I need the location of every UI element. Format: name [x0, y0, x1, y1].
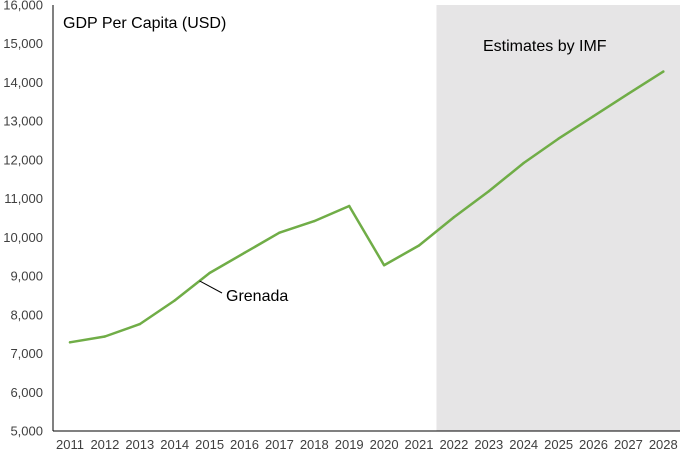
- data-point: [68, 341, 72, 344]
- x-tick-label: 2012: [90, 437, 119, 452]
- data-point: [313, 219, 316, 223]
- y-tick-label: 5,000: [10, 424, 43, 439]
- series-label: Grenada: [226, 288, 288, 305]
- estimate-region: [436, 5, 680, 431]
- chart-title: GDP Per Capita (USD): [63, 15, 226, 32]
- data-point: [487, 190, 490, 193]
- x-tick-label: 2021: [405, 437, 434, 452]
- y-tick-label: 7,000: [10, 346, 43, 361]
- y-tick-label: 14,000: [3, 75, 43, 90]
- x-tick-label: 2023: [474, 437, 503, 452]
- x-tick-label: 2018: [300, 437, 329, 452]
- y-tick-label: 11,000: [4, 191, 43, 206]
- data-point: [278, 231, 281, 234]
- data-point: [452, 216, 456, 219]
- data-point: [592, 114, 595, 118]
- series-label-leader: [199, 280, 223, 294]
- data-point: [522, 161, 525, 165]
- y-tick-label: 13,000: [3, 114, 43, 129]
- x-tick-label: 2011: [56, 437, 84, 452]
- x-tick-label: 2024: [509, 437, 538, 452]
- x-tick-label: 2019: [335, 437, 364, 452]
- data-point: [627, 92, 630, 95]
- x-tick-label: 2028: [649, 437, 678, 452]
- data-point: [103, 335, 107, 338]
- x-tick-label: 2016: [230, 437, 259, 452]
- x-tick-label: 2014: [160, 437, 189, 452]
- data-point: [208, 271, 211, 275]
- data-point: [173, 299, 176, 302]
- series-points: [68, 70, 665, 344]
- x-tick-label: 2013: [125, 437, 154, 452]
- data-point: [243, 251, 246, 255]
- x-tick-label: 2017: [265, 437, 294, 452]
- x-axis-ticks: 2011 2012 2013 2014 2015 2016 2017 2018 2019 2020…: [56, 437, 678, 452]
- x-tick-label: 2022: [439, 437, 468, 452]
- y-tick-label: 16,000: [3, 0, 43, 13]
- x-tick-label: 2015: [195, 437, 224, 452]
- data-point: [417, 244, 421, 247]
- data-point: [662, 70, 665, 73]
- data-point: [138, 322, 141, 326]
- y-axis-ticks: 5,000 6,000 7,000 8,000 9,000 10,000 11,000 12,…: [3, 0, 43, 439]
- x-tick-label: 2027: [614, 437, 643, 452]
- y-tick-label: 10,000: [3, 230, 43, 245]
- data-point: [557, 137, 560, 140]
- y-tick-label: 15,000: [3, 36, 43, 51]
- x-tick-label: 2025: [544, 437, 573, 452]
- data-point: [382, 264, 386, 267]
- x-tick-label: 2026: [579, 437, 608, 452]
- y-tick-label: 8,000: [10, 307, 43, 322]
- estimate-label: Estimates by IMF: [483, 38, 607, 55]
- series-line-grenada: [68, 70, 665, 344]
- data-point: [348, 204, 351, 208]
- y-tick-label: 9,000: [10, 269, 43, 284]
- y-tick-label: 6,000: [10, 385, 43, 400]
- x-tick-label: 2020: [370, 437, 399, 452]
- y-tick-label: 12,000: [3, 152, 43, 167]
